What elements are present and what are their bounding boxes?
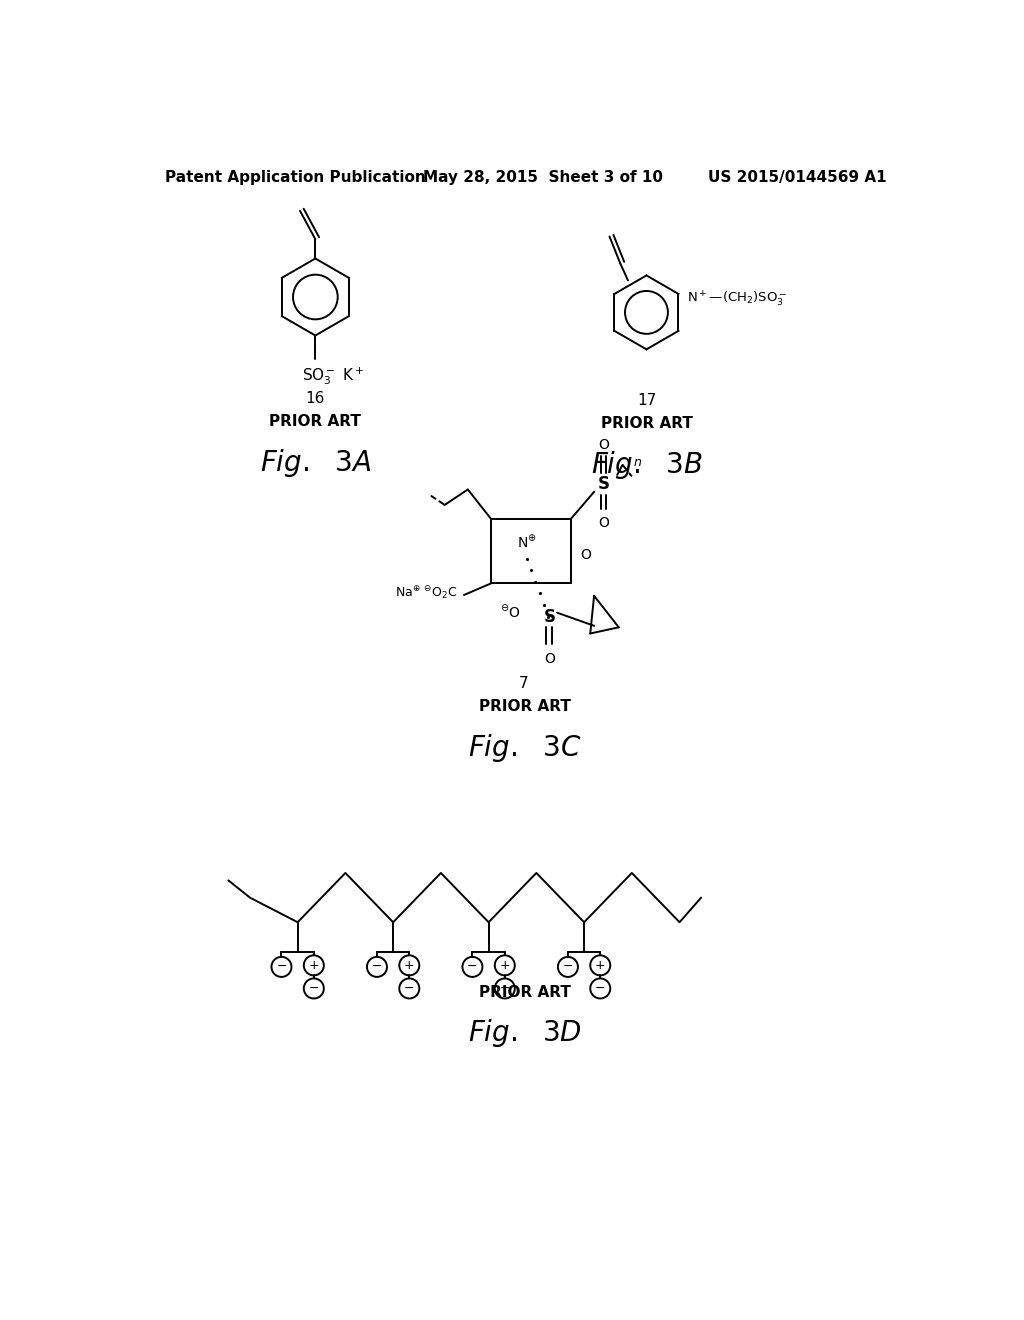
Text: +: +: [404, 958, 415, 972]
Text: $\mathit{Fig.}$  $\mathit{3B}$: $\mathit{Fig.}$ $\mathit{3B}$: [591, 450, 702, 482]
Text: May 28, 2015  Sheet 3 of 10: May 28, 2015 Sheet 3 of 10: [423, 170, 664, 185]
Text: O: O: [544, 652, 555, 667]
Text: SO$_3^-$ K$^+$: SO$_3^-$ K$^+$: [301, 364, 364, 387]
Text: +: +: [308, 958, 319, 972]
Text: S: S: [597, 475, 609, 494]
Text: O: O: [598, 438, 609, 451]
Text: +: +: [500, 958, 510, 972]
Text: n: n: [634, 455, 641, 469]
Text: PRIOR ART: PRIOR ART: [600, 416, 692, 432]
Text: −: −: [404, 982, 415, 995]
Text: N$^+$—(CH$_2$)SO$_3^-$: N$^+$—(CH$_2$)SO$_3^-$: [687, 289, 787, 308]
Text: −: −: [372, 961, 382, 973]
Text: $^{\ominus}$O: $^{\ominus}$O: [500, 603, 521, 620]
Text: S: S: [544, 607, 555, 626]
Text: −: −: [562, 961, 573, 973]
Text: 16: 16: [306, 391, 325, 407]
Text: −: −: [308, 982, 319, 995]
Text: −: −: [500, 982, 510, 995]
Text: 7: 7: [518, 676, 528, 690]
Text: Na$^{\oplus}$ $^{\ominus}$O$_2$C: Na$^{\oplus}$ $^{\ominus}$O$_2$C: [395, 585, 458, 602]
Text: N$^{\oplus}$: N$^{\oplus}$: [517, 533, 537, 550]
Text: +: +: [595, 958, 605, 972]
Text: −: −: [276, 961, 287, 973]
Text: Patent Application Publication: Patent Application Publication: [165, 170, 426, 185]
Text: $\mathit{Fig.}$  $\mathit{3C}$: $\mathit{Fig.}$ $\mathit{3C}$: [468, 733, 582, 764]
Text: O: O: [598, 516, 609, 531]
Text: PRIOR ART: PRIOR ART: [269, 414, 361, 429]
Text: −: −: [595, 982, 605, 995]
Text: O: O: [581, 548, 591, 562]
Text: 17: 17: [637, 393, 656, 408]
Text: $\mathit{Fig.}$  $\mathit{3D}$: $\mathit{Fig.}$ $\mathit{3D}$: [468, 1016, 582, 1049]
Text: PRIOR ART: PRIOR ART: [479, 985, 570, 999]
Text: US 2015/0144569 A1: US 2015/0144569 A1: [708, 170, 887, 185]
Text: −: −: [467, 961, 477, 973]
Text: PRIOR ART: PRIOR ART: [479, 700, 570, 714]
Text: $\mathit{Fig.}$  $\mathit{3A}$: $\mathit{Fig.}$ $\mathit{3A}$: [259, 447, 371, 479]
